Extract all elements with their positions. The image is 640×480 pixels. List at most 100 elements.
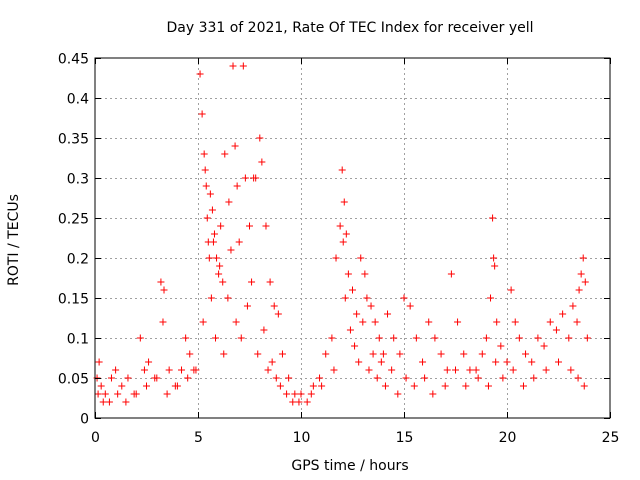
data-point [511,318,519,326]
data-point [99,398,107,406]
data-point [351,342,359,350]
data-point [460,350,468,358]
data-point [431,334,439,342]
y-tick-label: 0.05 [58,372,89,388]
data-point [507,286,515,294]
data-point [217,222,225,230]
data-point [295,398,303,406]
data-points [93,62,591,406]
data-point [580,382,588,390]
data-point [221,150,229,158]
data-point [205,254,213,262]
data-point [209,238,217,246]
data-point [338,166,346,174]
data-point [371,318,379,326]
data-point [202,182,210,190]
data-point [497,342,505,350]
data-point [241,174,249,182]
data-point [412,334,420,342]
data-point [406,302,414,310]
data-point [491,262,499,270]
data-point [375,334,383,342]
data-point [490,254,498,262]
data-point [421,374,429,382]
data-point [224,294,232,302]
data-point [256,134,264,142]
data-point [363,294,371,302]
data-point [492,358,500,366]
data-point [206,190,214,198]
data-point [466,366,474,374]
data-point [552,326,560,334]
plot-frame [94,57,611,419]
data-point [342,230,350,238]
data-point [567,366,575,374]
data-point [229,62,237,70]
data-point [365,366,373,374]
data-point [367,302,375,310]
data-point [203,214,211,222]
data-point [425,318,433,326]
data-point [272,374,280,382]
data-point [390,334,398,342]
data-point [472,366,480,374]
data-point [316,374,324,382]
data-point [266,278,274,286]
y-tick-label: 0.45 [58,52,89,68]
data-point [339,238,347,246]
x-tick-label: 10 [293,430,311,446]
data-point [199,318,207,326]
data-point [462,382,470,390]
data-point [575,286,583,294]
data-point [509,366,517,374]
data-point [394,390,402,398]
data-point [232,318,240,326]
data-point [239,62,247,70]
data-point [379,350,387,358]
grid-lines [95,58,610,418]
data-point [140,366,148,374]
data-point [522,350,530,358]
y-tick-label: 0.3 [67,172,89,188]
data-point [474,374,482,382]
data-point [443,366,451,374]
y-tick-label: 0.15 [58,292,89,308]
x-tick-label: 0 [91,430,100,446]
x-tick-labels: 0 5 10 15 20 25 [91,430,619,446]
data-point [274,310,282,318]
data-point [225,198,233,206]
data-point [381,382,389,390]
y-axis-label: ROTI / TECUs [6,194,22,286]
x-tick-label: 20 [499,430,517,446]
x-tick-label: 25 [602,430,620,446]
data-point [357,254,365,262]
data-point [402,374,410,382]
data-point [328,334,336,342]
data-point [583,334,591,342]
data-point [344,270,352,278]
data-point [447,270,455,278]
y-tick-label: 0 [80,412,89,428]
data-point [107,374,115,382]
data-point [574,374,582,382]
y-tick-label: 0.4 [67,92,89,108]
data-point [122,398,130,406]
data-point [101,390,109,398]
data-point [355,358,363,366]
data-point [437,350,445,358]
data-point [114,390,122,398]
data-point [482,334,490,342]
y-tick-label: 0.25 [58,212,89,228]
data-point [555,358,562,366]
data-point [361,270,369,278]
data-point [97,382,105,390]
data-point [309,382,317,390]
data-point [340,198,348,206]
data-point [303,398,311,406]
data-point [237,334,245,342]
data-point [124,374,132,382]
data-point [246,222,253,230]
data-point [248,278,256,286]
data-point [132,390,140,398]
